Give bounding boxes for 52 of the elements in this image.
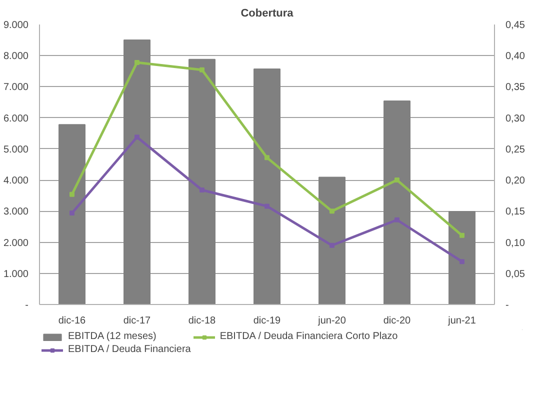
point <box>460 259 464 264</box>
point <box>264 204 270 209</box>
y-tick-label: 3.000 <box>3 206 29 218</box>
y2-tick-label: - <box>506 300 509 311</box>
point <box>330 242 334 248</box>
x-tick-label: jun-20 <box>317 316 346 326</box>
y2-tick-label: 0,20 <box>506 176 526 187</box>
y-tick-label: - <box>25 300 29 311</box>
chart-title: Cobertura <box>240 8 294 20</box>
bar <box>254 68 280 304</box>
y2-tick-label: 0,05 <box>506 268 526 280</box>
legend-label: EBITDA / Deuda Financiera <box>68 344 191 355</box>
point <box>460 232 464 238</box>
y-tick-label: 4.000 <box>3 176 29 187</box>
y2-tick-label: 0,30 <box>506 113 526 124</box>
point <box>134 60 140 65</box>
point <box>264 155 270 160</box>
bar <box>124 40 150 304</box>
y-tick-label: 7.000 <box>3 82 29 94</box>
x-tick-label: dic-17 <box>123 316 152 326</box>
legend-label: EBITDA (12 meses) <box>68 331 156 342</box>
x-tick-label: dic-20 <box>383 316 412 326</box>
bar <box>58 124 86 304</box>
y2-tick-label: 0,15 <box>506 206 526 218</box>
point <box>330 208 334 214</box>
point <box>394 217 400 222</box>
x-tick-label: dic-18 <box>188 316 216 326</box>
y-tick-label: 2.000 <box>3 238 29 249</box>
point <box>134 134 140 140</box>
x-tick-label: dic-19 <box>253 316 282 326</box>
y-tick-label: 6.000 <box>3 113 29 124</box>
point <box>394 178 400 183</box>
y2-tick-label: 0,35 <box>506 82 526 94</box>
bar <box>188 58 216 304</box>
legend-label: EBITDA / Deuda Financiera Corto Plazo <box>220 331 398 342</box>
bar <box>318 176 346 304</box>
bar <box>384 100 410 304</box>
y2-tick-label: 0,10 <box>506 238 526 249</box>
bar <box>448 210 476 304</box>
y-tick-label: 9.000 <box>3 20 29 31</box>
point <box>200 188 204 193</box>
y-tick-label: 8.000 <box>3 51 29 62</box>
y2-tick-label: 0,45 <box>506 20 526 31</box>
y-tick-label: 5.000 <box>3 144 29 156</box>
point <box>70 192 74 197</box>
x-tick-label: dic-16 <box>58 316 86 326</box>
y-tick-label: 1.000 <box>3 268 29 280</box>
y2-tick-label: 0,40 <box>506 51 526 62</box>
point <box>70 210 74 216</box>
y2-tick-label: 0,25 <box>506 144 526 156</box>
point <box>200 67 204 72</box>
x-tick-label: jun-21 <box>447 316 476 326</box>
